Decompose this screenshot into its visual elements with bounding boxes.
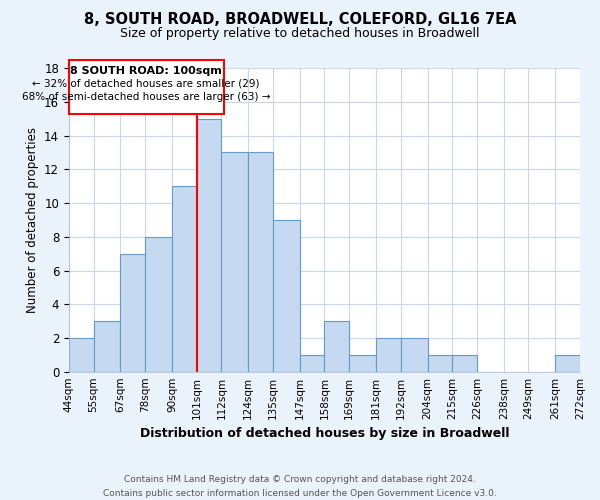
Text: 8, SOUTH ROAD, BROADWELL, COLEFORD, GL16 7EA: 8, SOUTH ROAD, BROADWELL, COLEFORD, GL16… <box>84 12 516 28</box>
Bar <box>221 152 248 372</box>
Bar <box>349 355 376 372</box>
Bar <box>248 152 273 372</box>
Text: Size of property relative to detached houses in Broadwell: Size of property relative to detached ho… <box>120 28 480 40</box>
Bar <box>145 237 172 372</box>
X-axis label: Distribution of detached houses by size in Broadwell: Distribution of detached houses by size … <box>140 427 509 440</box>
Bar <box>121 254 145 372</box>
Bar <box>325 321 349 372</box>
Y-axis label: Number of detached properties: Number of detached properties <box>26 127 38 313</box>
Text: 68% of semi-detached houses are larger (63) →: 68% of semi-detached houses are larger (… <box>22 92 271 102</box>
Bar <box>452 355 477 372</box>
Bar <box>300 355 325 372</box>
Bar <box>428 355 452 372</box>
Bar <box>94 321 121 372</box>
Bar <box>401 338 428 372</box>
Text: Contains HM Land Registry data © Crown copyright and database right 2024.
Contai: Contains HM Land Registry data © Crown c… <box>103 476 497 498</box>
FancyBboxPatch shape <box>69 60 224 114</box>
Bar <box>197 119 221 372</box>
Text: 8 SOUTH ROAD: 100sqm: 8 SOUTH ROAD: 100sqm <box>70 66 222 76</box>
Bar <box>376 338 401 372</box>
Bar <box>273 220 300 372</box>
Text: ← 32% of detached houses are smaller (29): ← 32% of detached houses are smaller (29… <box>32 78 260 88</box>
Bar <box>556 355 580 372</box>
Bar <box>69 338 94 372</box>
Bar <box>172 186 197 372</box>
